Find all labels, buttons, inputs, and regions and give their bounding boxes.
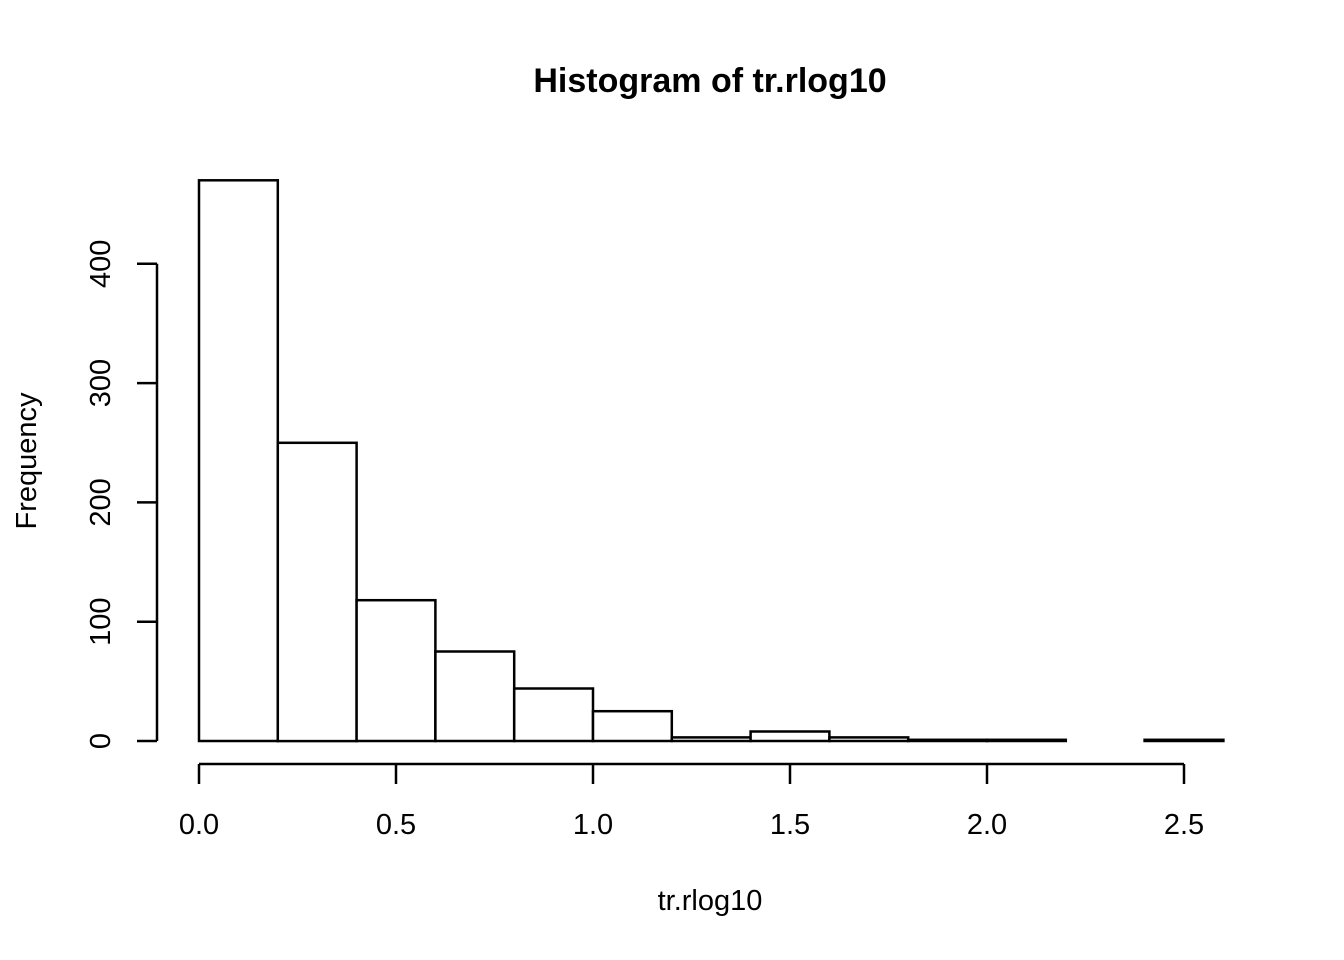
x-tick-label-4: 2.0 (967, 809, 1007, 841)
x-tick-label-5: 2.5 (1164, 809, 1204, 841)
x-tick-label-1: 0.5 (376, 809, 416, 841)
x-axis: 0.0 0.5 1.0 1.5 2.0 2.5 (179, 762, 1204, 841)
histogram-bar-4 (512, 687, 595, 743)
histogram-bar-8 (828, 736, 910, 743)
histogram-bar-3 (434, 650, 516, 743)
x-tick-label-3: 1.5 (770, 809, 810, 841)
histogram-bar-7 (749, 730, 831, 743)
x-tick-label-0: 0.0 (179, 809, 219, 841)
x-tick-label-2: 1.0 (573, 809, 613, 841)
histogram-bar-0 (197, 179, 280, 743)
y-tick-label-4: 400 (85, 240, 117, 288)
histogram-bar-1 (276, 441, 358, 743)
histogram-bar-6 (670, 736, 752, 743)
y-tick-label-2: 200 (85, 478, 117, 526)
histogram-bar-2 (355, 598, 437, 743)
y-tick-label-3: 300 (85, 359, 117, 407)
histogram-bar-9 (906, 738, 989, 743)
y-axis-label: Frequency (11, 392, 43, 530)
chart-title: Histogram of tr.rlog10 (533, 62, 886, 100)
histogram-bar-10 (985, 738, 1068, 743)
y-axis: 0 100 200 300 400 (85, 240, 159, 749)
y-tick-label-1: 100 (85, 598, 117, 646)
histogram-bar-5 (591, 709, 674, 743)
histogram-bar-12 (1143, 738, 1225, 743)
histogram-bars (197, 179, 1225, 743)
y-tick-label-0: 0 (85, 733, 117, 749)
x-axis-label: tr.rlog10 (658, 885, 763, 917)
